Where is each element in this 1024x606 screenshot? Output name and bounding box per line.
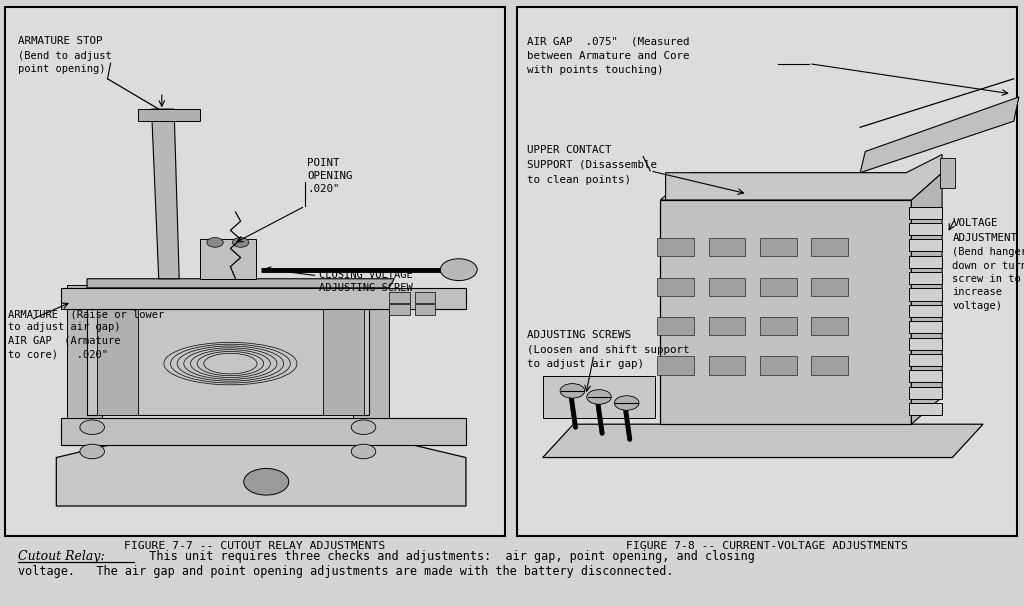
Text: voltage.   The air gap and point opening adjustments are made with the battery d: voltage. The air gap and point opening a… (18, 565, 674, 578)
Bar (709, 317, 745, 335)
Polygon shape (543, 376, 655, 418)
Bar (415, 292, 435, 303)
Text: AIR GAP  .075"  (Measured: AIR GAP .075" (Measured (527, 36, 690, 47)
Text: (Bend to adjust: (Bend to adjust (18, 51, 113, 61)
Bar (909, 305, 942, 317)
Polygon shape (87, 279, 394, 288)
Bar (940, 158, 955, 188)
Text: AIR GAP  (Armature: AIR GAP (Armature (8, 336, 121, 346)
Polygon shape (152, 109, 179, 279)
Text: OPENING: OPENING (307, 171, 352, 181)
Bar (657, 356, 694, 375)
Bar (353, 285, 389, 418)
Text: ARMATURE STOP: ARMATURE STOP (18, 36, 103, 47)
Bar (660, 200, 911, 424)
Bar (909, 272, 942, 284)
Text: POINT: POINT (307, 158, 340, 168)
Text: ADJUSTING SCREWS: ADJUSTING SCREWS (527, 330, 632, 341)
Text: CLOSING VOLTAGE: CLOSING VOLTAGE (319, 270, 414, 280)
Bar (5, 7, 505, 536)
Bar (760, 356, 797, 375)
Bar (323, 309, 364, 415)
Bar (709, 356, 745, 375)
Bar (909, 239, 942, 251)
Bar (200, 239, 256, 279)
Circle shape (80, 420, 104, 435)
Text: between Armature and Core: between Armature and Core (527, 51, 690, 61)
Circle shape (207, 238, 223, 247)
Bar (909, 354, 942, 366)
Text: (Loosen and shift support: (Loosen and shift support (527, 345, 690, 355)
Circle shape (614, 396, 639, 410)
Bar (389, 304, 410, 315)
Text: to adjust air gap): to adjust air gap) (527, 359, 644, 370)
Bar (67, 285, 102, 418)
Text: This unit requires three checks and adjustments:  air gap, point opening, and cl: This unit requires three checks and adju… (135, 550, 755, 563)
Circle shape (232, 238, 249, 247)
Bar (909, 321, 942, 333)
Bar (415, 304, 435, 315)
Text: ADJUSTING SCREW: ADJUSTING SCREW (319, 283, 414, 293)
Bar (760, 238, 797, 256)
Polygon shape (911, 173, 942, 424)
Bar (517, 7, 1017, 536)
Bar (811, 317, 848, 335)
Text: down or turn: down or turn (952, 261, 1024, 271)
Bar (811, 278, 848, 296)
Circle shape (244, 468, 289, 495)
Bar (909, 223, 942, 235)
Polygon shape (660, 173, 942, 200)
Text: SUPPORT (Disassemble: SUPPORT (Disassemble (527, 160, 657, 170)
Circle shape (80, 444, 104, 459)
Polygon shape (543, 424, 983, 458)
Bar (709, 238, 745, 256)
Text: to clean points): to clean points) (527, 175, 632, 185)
Bar (760, 317, 797, 335)
Bar (709, 278, 745, 296)
Polygon shape (61, 418, 466, 445)
Polygon shape (56, 445, 466, 506)
Text: UPPER CONTACT: UPPER CONTACT (527, 145, 612, 156)
Bar (909, 338, 942, 350)
Bar (760, 278, 797, 296)
Bar (909, 207, 942, 219)
Bar (909, 370, 942, 382)
Polygon shape (860, 97, 1019, 173)
Bar (909, 387, 942, 399)
Text: ADJUSTMENT: ADJUSTMENT (952, 233, 1017, 243)
Bar (87, 309, 369, 415)
Bar (909, 256, 942, 268)
Text: increase: increase (952, 287, 1002, 298)
Text: FIGURE 7-8 -- CURRENT-VOLTAGE ADJUSTMENTS: FIGURE 7-8 -- CURRENT-VOLTAGE ADJUSTMENT… (626, 541, 908, 551)
Text: FIGURE 7-7 -- CUTOUT RELAY ADJUSTMENTS: FIGURE 7-7 -- CUTOUT RELAY ADJUSTMENTS (124, 541, 386, 551)
Circle shape (587, 390, 611, 404)
Text: Cutout Relay:: Cutout Relay: (18, 550, 105, 563)
Text: .020": .020" (307, 184, 340, 195)
Bar (909, 288, 942, 301)
Polygon shape (61, 288, 466, 309)
Text: screw in to: screw in to (952, 274, 1021, 284)
Circle shape (560, 384, 585, 398)
Bar (657, 238, 694, 256)
Text: to adjust air gap): to adjust air gap) (8, 322, 121, 333)
Text: VOLTAGE: VOLTAGE (952, 218, 997, 228)
Polygon shape (138, 109, 200, 121)
Text: with points touching): with points touching) (527, 65, 664, 76)
Bar (97, 309, 138, 415)
Text: to core)   .020": to core) .020" (8, 349, 109, 359)
Text: voltage): voltage) (952, 301, 1002, 311)
Circle shape (440, 259, 477, 281)
Bar (909, 403, 942, 415)
Bar (389, 292, 410, 303)
Bar (657, 278, 694, 296)
Bar (811, 238, 848, 256)
Polygon shape (666, 155, 942, 200)
Bar (811, 356, 848, 375)
Text: point opening): point opening) (18, 64, 105, 75)
Circle shape (351, 444, 376, 459)
Text: (Bend hanger: (Bend hanger (952, 247, 1024, 258)
Text: ARMATURE  (Raise or lower: ARMATURE (Raise or lower (8, 309, 165, 319)
Bar (657, 317, 694, 335)
Circle shape (351, 420, 376, 435)
